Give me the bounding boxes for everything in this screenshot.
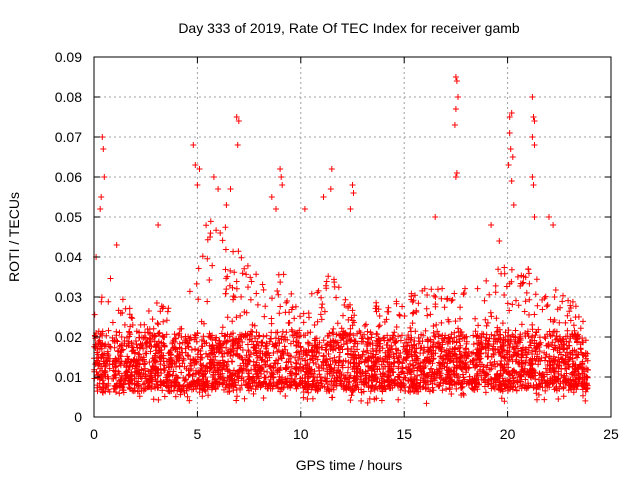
x-tick-label: 10	[293, 426, 309, 442]
grid-lines	[94, 57, 611, 417]
plot-frame	[93, 56, 612, 418]
y-tick-label: 0.01	[55, 369, 82, 385]
x-tick-labels: 0 5 10 15 20 25	[90, 426, 619, 442]
x-tick-label: 5	[194, 426, 202, 442]
scatter-markers	[91, 74, 591, 407]
x-tick-label: 15	[396, 426, 412, 442]
y-tick-label: 0.09	[55, 49, 82, 65]
y-tick-label: 0.06	[55, 169, 82, 185]
scatter-points	[91, 74, 591, 407]
axis-ticks	[93, 56, 612, 418]
y-tick-label: 0.05	[55, 209, 82, 225]
y-tick-label: 0.03	[55, 289, 82, 305]
y-tick-label: 0.07	[55, 129, 82, 145]
chart-title: Day 333 of 2019, Rate Of TEC Index for r…	[178, 20, 520, 36]
x-axis-title: GPS time / hours	[296, 457, 403, 473]
x-tick-label: 20	[500, 426, 516, 442]
y-tick-label: 0	[74, 409, 82, 425]
y-tick-labels: 0 0.01 0.02 0.03 0.04 0.05 0.06 0.07 0.08 0.09	[55, 49, 82, 425]
y-axis-title: ROTI / TECUs	[6, 192, 22, 282]
y-tick-label: 0.02	[55, 329, 82, 345]
y-tick-label: 0.04	[55, 249, 82, 265]
x-tick-label: 0	[90, 426, 98, 442]
y-tick-label: 0.08	[55, 89, 82, 105]
x-tick-label: 25	[603, 426, 619, 442]
